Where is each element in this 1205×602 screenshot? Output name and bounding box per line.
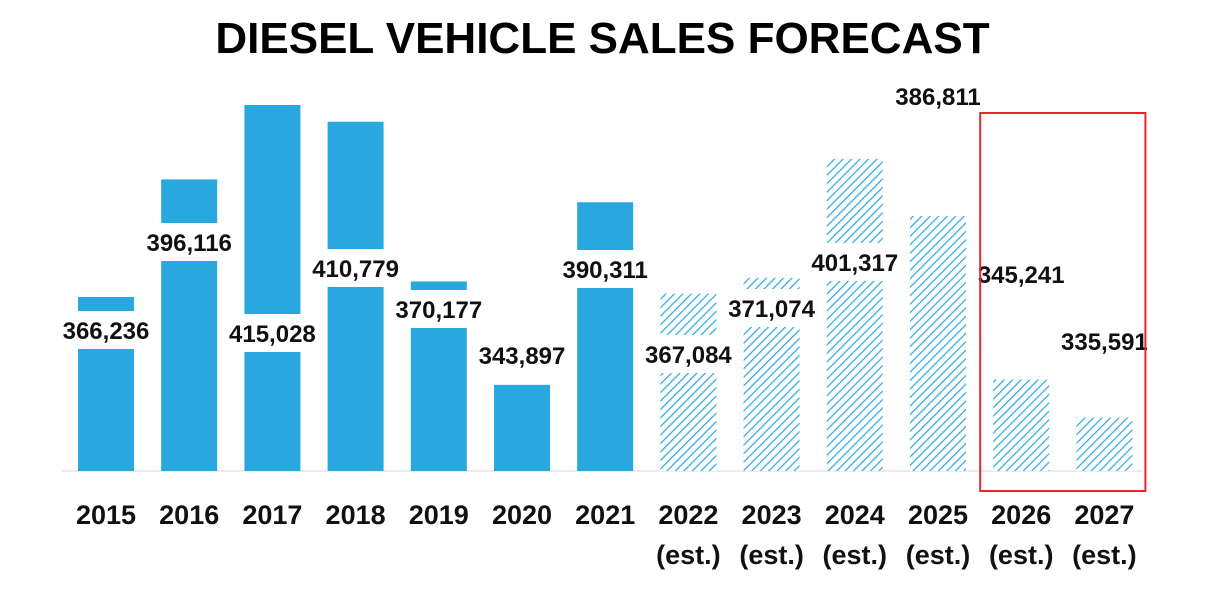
bar-2018 [327,121,384,472]
value-label-bg [139,223,240,261]
value-label-bg [305,249,406,287]
value-label: 345,241 [978,262,1065,289]
category-label: 2015 [76,500,136,530]
bar-2026 [993,379,1050,471]
category-label: 2026 [991,500,1051,530]
category-label: (est.) [656,540,721,570]
chart-title: DIESEL VEHICLE SALES FORECAST [215,14,990,63]
value-label: 367,084 [645,342,732,369]
value-label-bg [388,290,489,328]
value-label: 371,074 [728,296,815,323]
bar-2025 [910,216,966,471]
value-label: 415,028 [229,321,316,348]
category-label: 2018 [326,500,386,530]
category-label: 2021 [575,500,635,530]
category-label: 2024 [825,500,885,530]
value-label-bg [1054,322,1155,360]
category-label: 2016 [159,500,219,530]
category-label: 2022 [658,500,718,530]
highlight-box [979,112,1147,492]
bar-2017 [244,105,301,471]
category-label: 2019 [409,500,469,530]
value-labels-group: 366,236 396,116 415,028 410,779 370,177 343,8… [55,77,1155,374]
bar-2022 [660,293,717,471]
category-label: 2020 [492,500,552,530]
value-label: 366,236 [63,318,150,345]
value-label-bg [55,311,157,349]
value-label: 335,591 [1061,329,1148,356]
value-label-bg [721,289,822,327]
category-label: 2027 [1074,500,1134,530]
category-label: (est.) [1072,540,1137,570]
category-label: (est.) [989,540,1054,570]
category-label: (est.) [823,540,888,570]
category-label: (est.) [739,540,804,570]
value-label: 396,116 [146,230,231,257]
value-label-bg [804,243,905,281]
value-label-bg [971,255,1072,293]
value-label: 386,811 [895,84,980,111]
value-label: 390,311 [562,257,647,284]
value-label-bg [887,77,989,115]
value-label: 370,177 [395,297,482,324]
category-label: (est.) [906,540,971,570]
bar-2027 [1076,417,1133,471]
value-label: 343,897 [479,343,566,370]
category-label: 2017 [242,500,302,530]
value-label: 410,779 [312,256,399,283]
value-label-bg [222,314,323,352]
category-label: 2025 [908,500,968,530]
value-label-bg [471,336,573,374]
value-label-bg [555,250,656,288]
bar-2020 [494,384,550,471]
category-label: 2023 [742,500,802,530]
value-label-bg [638,335,739,373]
category-labels-group: 2015 2016 2017 2018 2019 2020 2021 2022 (est.) 20… [76,500,1137,570]
value-label: 401,317 [811,250,898,277]
bar-2024 [826,158,883,471]
bar-2021 [577,202,634,471]
